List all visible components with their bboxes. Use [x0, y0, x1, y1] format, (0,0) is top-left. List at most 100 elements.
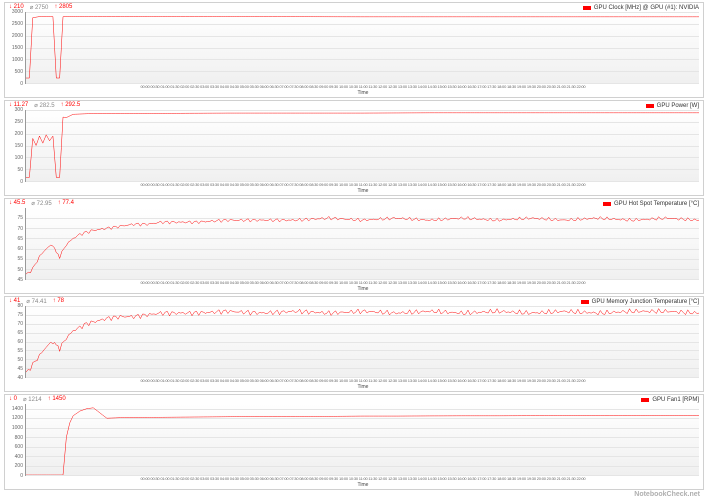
chart-header: 4174.4178GPU Memory Junction Temperature… — [5, 297, 703, 306]
x-axis-label: Time — [23, 286, 703, 290]
y-tick: 200 — [15, 131, 23, 137]
stat-avg: 282.5 — [34, 102, 54, 109]
y-tick: 70 — [17, 321, 23, 327]
y-tick: 45 — [17, 366, 23, 372]
legend: GPU Hot Spot Temperature [°C] — [603, 200, 699, 207]
y-tick: 150 — [15, 143, 23, 149]
plot-area — [25, 208, 699, 280]
stat-avg: 2750 — [30, 4, 49, 11]
plot-area — [25, 404, 699, 476]
legend: GPU Fan1 [RPM] — [641, 396, 699, 403]
y-tick: 75 — [17, 215, 23, 221]
legend-label: GPU Power [W] — [657, 103, 699, 109]
chart-header: 21027502805GPU Clock [MHz] @ GPU (#1): N… — [5, 3, 703, 12]
x-axis: 00:00 00:30 01:00 01:30 02:00 02:30 03:0… — [23, 280, 703, 290]
y-tick: 600 — [15, 444, 23, 450]
stat-max: 77.4 — [58, 200, 74, 207]
stat-avg: 74.41 — [26, 298, 46, 305]
y-tick: 55 — [17, 256, 23, 262]
stats-row: 012141450 — [9, 396, 66, 403]
y-tick: 65 — [17, 330, 23, 336]
y-axis: 0 500 1000 1500 2000 2500 3000 — [7, 12, 25, 84]
y-tick: 2000 — [12, 33, 23, 39]
gridline — [26, 377, 699, 378]
stat-min: 45.5 — [9, 200, 25, 207]
gridline — [26, 83, 699, 84]
y-tick: 250 — [15, 119, 23, 125]
y-tick: 50 — [17, 357, 23, 363]
x-axis: 00:00 00:30 01:00 01:30 02:00 02:30 03:0… — [23, 182, 703, 192]
gridline — [26, 181, 699, 182]
legend-label: GPU Hot Spot Temperature [°C] — [614, 201, 699, 207]
chart-gpu-fan: 012141450GPU Fan1 [RPM]02004006008001000… — [4, 394, 704, 490]
x-axis-label: Time — [23, 188, 703, 192]
gridline — [26, 279, 699, 280]
y-axis: 050100150200250300 — [7, 110, 25, 182]
plot-area — [25, 12, 699, 84]
y-tick: 80 — [17, 303, 23, 309]
legend-swatch — [603, 202, 611, 206]
stat-avg: 1214 — [23, 396, 42, 403]
y-tick: 1000 — [12, 57, 23, 63]
y-axis: 40 45 50 55 60 65 70 75 80 — [7, 306, 25, 378]
y-tick: 100 — [15, 155, 23, 161]
plot: 050100150200250300 — [7, 110, 701, 182]
legend-swatch — [581, 300, 589, 304]
legend-label: GPU Fan1 [RPM] — [652, 397, 699, 403]
y-tick: 75 — [17, 312, 23, 318]
legend: GPU Clock [MHz] @ GPU (#1): NVIDIA — [583, 4, 699, 11]
legend-swatch — [641, 398, 649, 402]
stat-avg: 72.95 — [31, 200, 51, 207]
chart-gpu-mem-junction: 4174.4178GPU Memory Junction Temperature… — [4, 296, 704, 392]
chart-gpu-hotspot: 45.5 72.95 77.4 GPU Hot Spot Temperature [°… — [4, 198, 704, 294]
y-tick: 65 — [17, 236, 23, 242]
plot-area — [25, 306, 699, 378]
y-tick: 60 — [17, 339, 23, 345]
y-tick: 1400 — [12, 406, 23, 412]
legend: GPU Memory Junction Temperature [°C] — [581, 298, 699, 305]
y-tick: 55 — [17, 348, 23, 354]
plot: 40 45 50 55 60 65 70 75 80 — [7, 306, 701, 378]
legend-label: GPU Clock [MHz] @ GPU (#1): NVIDIA — [594, 5, 699, 11]
x-axis-label: Time — [23, 482, 703, 486]
plot: 0 500 1000 1500 2000 2500 3000 — [7, 12, 701, 84]
series-line — [26, 110, 699, 181]
y-tick: 1200 — [12, 415, 23, 421]
y-tick: 0 — [20, 473, 23, 479]
x-axis: 00:00 00:30 01:00 01:30 02:00 02:30 03:0… — [23, 378, 703, 388]
y-tick: 1500 — [12, 45, 23, 51]
watermark: NotebookCheck.net — [634, 491, 700, 498]
y-tick: 3000 — [12, 9, 23, 15]
stat-max: 1450 — [48, 396, 66, 403]
chart-header: 012141450GPU Fan1 [RPM] — [5, 395, 703, 404]
x-axis-label: Time — [23, 384, 703, 388]
y-tick: 50 — [17, 267, 23, 273]
y-tick: 1000 — [12, 425, 23, 431]
y-tick: 800 — [15, 435, 23, 441]
legend-swatch — [646, 104, 654, 108]
x-axis-label: Time — [23, 90, 703, 94]
y-tick: 400 — [15, 454, 23, 460]
y-axis: 45 50 55 60 65 70 75 — [7, 208, 25, 280]
y-tick: 40 — [17, 375, 23, 381]
stat-max: 2805 — [54, 4, 72, 11]
x-axis: 00:00 00:30 01:00 01:30 02:00 02:30 03:0… — [23, 476, 703, 486]
y-tick: 60 — [17, 246, 23, 252]
legend-label: GPU Memory Junction Temperature [°C] — [592, 299, 699, 305]
x-axis: 00:00 00:30 01:00 01:30 02:00 02:30 03:0… — [23, 84, 703, 94]
gridline — [26, 475, 699, 476]
plot-area — [25, 110, 699, 182]
y-tick: 70 — [17, 226, 23, 232]
y-axis: 0200400600800100012001400 — [7, 404, 25, 476]
y-tick: 2500 — [12, 21, 23, 27]
series-line — [26, 306, 699, 377]
plot: 0200400600800100012001400 — [7, 404, 701, 476]
y-tick: 0 — [20, 81, 23, 87]
plot: 45 50 55 60 65 70 75 — [7, 208, 701, 280]
y-tick: 45 — [17, 277, 23, 283]
legend-swatch — [583, 6, 591, 10]
chart-header: 45.5 72.95 77.4 GPU Hot Spot Temperature [°… — [5, 199, 703, 208]
stat-max: 78 — [53, 298, 64, 305]
stats-row: 45.5 72.95 77.4 — [9, 200, 74, 207]
y-tick: 500 — [15, 69, 23, 75]
